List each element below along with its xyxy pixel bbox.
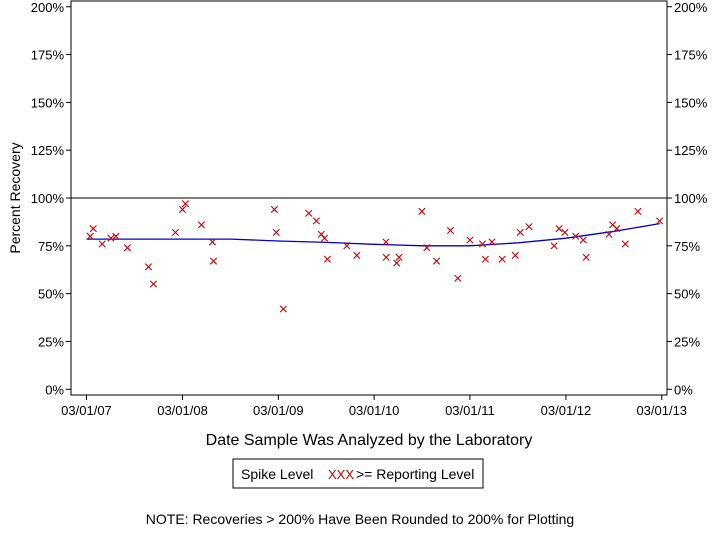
- y-tick-label-right: 125%: [674, 143, 708, 158]
- y-tick-label-right: 150%: [674, 95, 708, 110]
- legend-marker-symbol: XXX: [328, 467, 354, 482]
- data-point: [634, 207, 642, 215]
- x-tick-label: 03/01/09: [253, 403, 304, 418]
- legend-label-spike: Spike Level: [241, 466, 313, 482]
- data-point: [279, 305, 287, 313]
- data-point: [423, 244, 431, 252]
- x-tick-label: 03/01/13: [636, 403, 687, 418]
- data-point: [149, 280, 157, 288]
- data-point: [621, 240, 629, 248]
- data-point: [582, 253, 590, 261]
- data-point: [579, 236, 587, 244]
- y-tick-label-right: 0%: [674, 382, 693, 397]
- data-point: [312, 217, 320, 225]
- data-point: [305, 209, 313, 217]
- y-tick-label-right: 100%: [674, 191, 708, 206]
- footnote: NOTE: Recoveries > 200% Have Been Rounde…: [146, 511, 574, 527]
- trend-layer: [86, 222, 660, 247]
- data-point: [481, 255, 489, 263]
- data-point: [382, 253, 390, 261]
- legend-box: [232, 458, 484, 489]
- data-point: [454, 274, 462, 282]
- y-tick-label-left: 0%: [45, 382, 64, 397]
- data-point: [353, 251, 361, 259]
- legend-label-reporting: >= Reporting Level: [356, 466, 474, 482]
- y-tick-label-right: 25%: [674, 334, 700, 349]
- data-point: [382, 238, 390, 246]
- y-axis-right: 0% 25% 50% 75% 100% 125% 150% 175% 200%: [667, 0, 708, 397]
- data-point: [343, 242, 351, 250]
- data-point: [550, 242, 558, 250]
- y-tick-label-right: 50%: [674, 287, 700, 302]
- legend: Spike Level XXX >= Reporting Level: [232, 458, 484, 489]
- data-point: [561, 228, 569, 237]
- x-tick-label: 03/01/12: [541, 403, 592, 418]
- data-point: [98, 240, 106, 248]
- y-axis-title: Percent Recovery: [7, 142, 23, 253]
- x-axis: 03/01/07 03/01/08 03/01/09 03/01/10 03/01/11…: [61, 395, 687, 418]
- data-point: [395, 253, 403, 261]
- data-point: [605, 230, 613, 238]
- y-tick-label-right: 75%: [674, 239, 700, 254]
- data-point: [525, 223, 533, 231]
- data-point: [197, 221, 206, 229]
- data-point: [555, 225, 563, 233]
- x-tick-label: 03/01/10: [349, 403, 400, 418]
- data-point: [86, 232, 94, 240]
- y-tick-label-left: 200%: [31, 0, 65, 15]
- data-point: [144, 263, 153, 271]
- y-tick-label-left: 150%: [31, 95, 65, 110]
- data-point: [488, 238, 496, 246]
- data-point: [478, 240, 487, 248]
- y-tick-label-left: 100%: [31, 191, 65, 206]
- y-tick-label-left: 75%: [38, 239, 64, 254]
- data-point: [498, 255, 506, 263]
- y-axis-left: 0% 25% 50% 75% 100% 125% 150% 175% 200%: [31, 0, 71, 397]
- data-point: [613, 225, 621, 233]
- data-point: [178, 205, 187, 214]
- y-tick-label-right: 200%: [674, 0, 708, 15]
- data-point: [516, 228, 524, 237]
- data-point: [572, 232, 580, 240]
- data-point: [112, 232, 120, 240]
- data-point: [272, 228, 280, 237]
- x-tick-label: 03/01/11: [445, 403, 495, 418]
- data-point: [393, 259, 401, 267]
- data-point: [123, 244, 132, 252]
- data-point: [209, 257, 218, 265]
- data-point: [107, 234, 115, 242]
- data-point: [418, 207, 426, 215]
- y-tick-label-right: 175%: [674, 48, 708, 63]
- trend-line: [86, 222, 660, 247]
- y-tick-label-left: 125%: [31, 143, 65, 158]
- data-point: [466, 236, 474, 244]
- data-point: [446, 226, 455, 235]
- x-axis-title: Date Sample Was Analyzed by the Laborato…: [206, 432, 533, 449]
- data-point: [171, 228, 180, 237]
- y-tick-label-left: 50%: [38, 287, 64, 302]
- y-tick-label-left: 175%: [31, 48, 65, 63]
- x-tick-label: 03/01/07: [61, 403, 112, 418]
- data-point: [511, 251, 519, 259]
- data-point: [432, 257, 441, 265]
- data-point: [89, 225, 97, 233]
- data-point: [270, 205, 278, 214]
- points-layer: [86, 200, 664, 313]
- x-tick-label: 03/01/08: [157, 403, 208, 418]
- data-point: [181, 200, 190, 208]
- data-point: [320, 234, 329, 242]
- y-tick-label-left: 25%: [38, 334, 64, 349]
- data-point: [323, 255, 331, 263]
- data-point: [656, 217, 664, 225]
- data-point: [208, 238, 217, 246]
